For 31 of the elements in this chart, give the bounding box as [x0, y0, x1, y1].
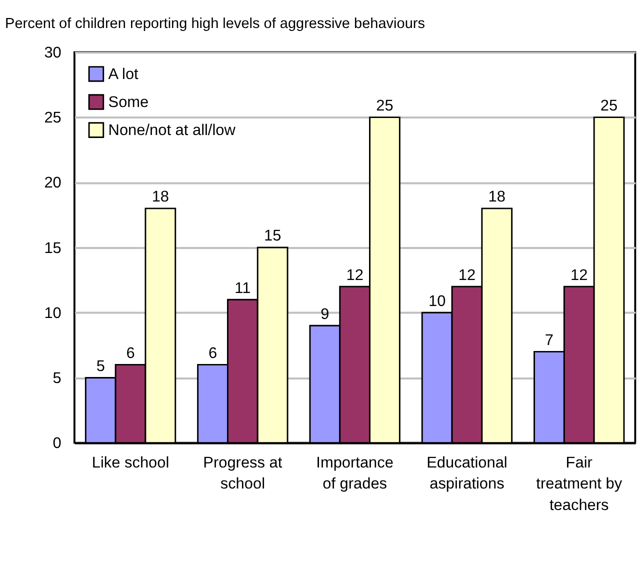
- data-label: 12: [458, 266, 476, 284]
- data-label: 7: [544, 332, 554, 349]
- data-label: 25: [600, 98, 618, 115]
- data-label: 12: [570, 266, 588, 284]
- data-label: 12: [346, 266, 364, 284]
- data-label: 11: [234, 280, 251, 297]
- data-label: 15: [264, 228, 282, 245]
- y-tick-label: 10: [44, 304, 62, 322]
- data-label: 9: [320, 306, 330, 323]
- data-label: 6: [208, 344, 218, 362]
- x-tick-label: Like school: [92, 454, 170, 472]
- legend-label: Some: [108, 94, 149, 111]
- x-tick-label: Importance of grades: [316, 454, 394, 493]
- x-tick-label: Progress at school: [203, 454, 283, 493]
- x-tick-label: Fair treatment by teachers: [536, 454, 622, 514]
- data-label: 18: [152, 188, 170, 206]
- y-tick-label: 0: [52, 435, 62, 452]
- legend-label: None/not at all/low: [108, 122, 236, 139]
- y-tick-label: 5: [52, 370, 62, 388]
- y-tick-label: 15: [44, 240, 62, 257]
- data-label: 25: [376, 98, 394, 115]
- chart-title: Percent of children reporting high levels of aggressive behaviours: [5, 16, 425, 32]
- y-tick-label: 30: [44, 44, 62, 62]
- y-tick-label: 25: [44, 110, 62, 127]
- legend-label: A lot: [108, 66, 140, 83]
- y-tick-label: 20: [44, 174, 62, 192]
- data-label: 10: [428, 292, 446, 310]
- x-tick-label: Educational aspirations: [426, 454, 508, 493]
- data-label: 6: [126, 344, 135, 362]
- data-label: 18: [488, 188, 506, 206]
- data-label: 5: [96, 358, 105, 375]
